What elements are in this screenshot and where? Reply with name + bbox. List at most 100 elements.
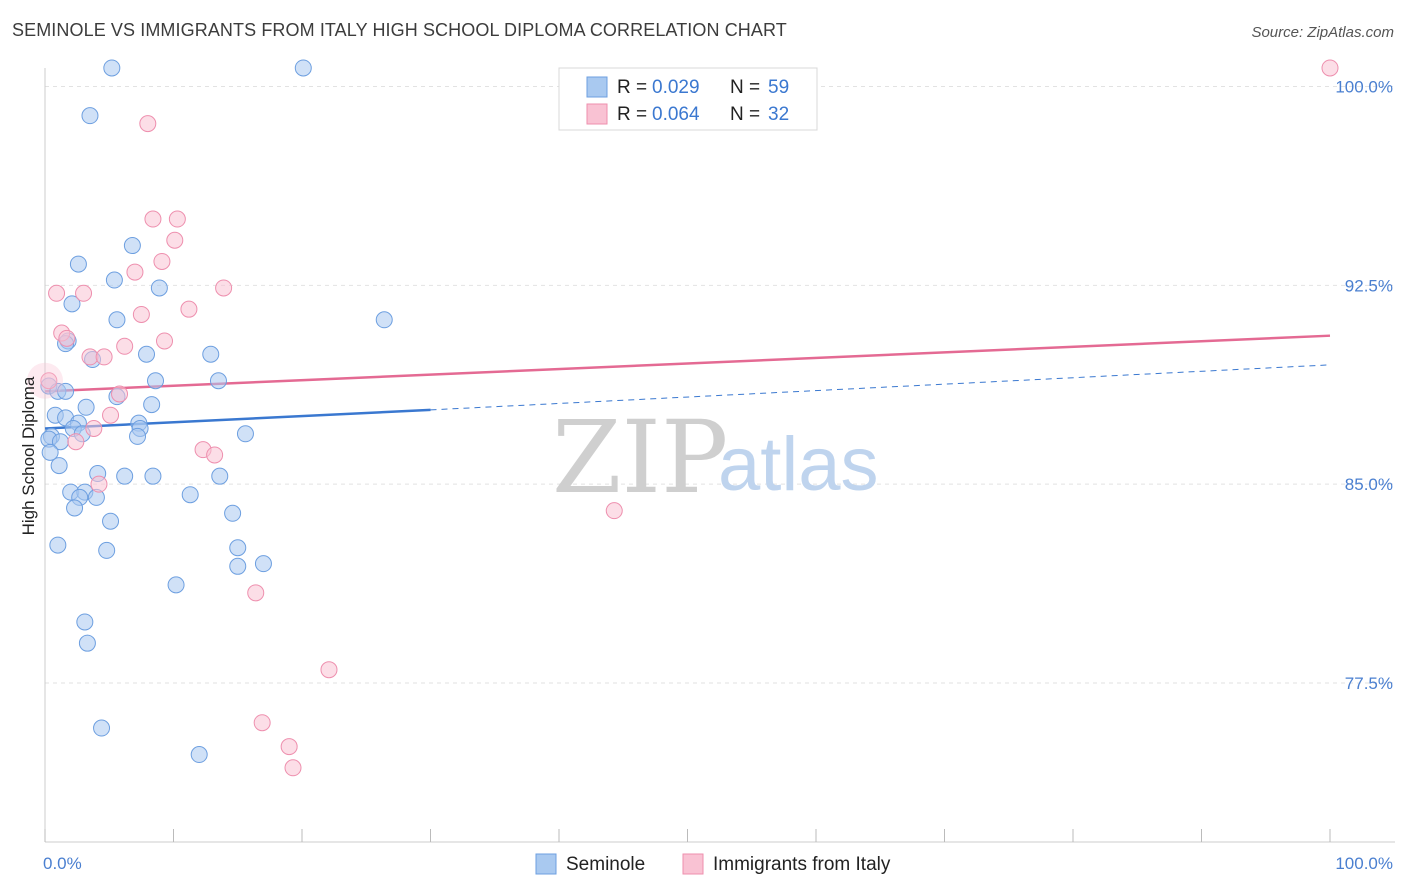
data-point: [63, 295, 81, 313]
data-point: [103, 59, 121, 77]
data-point: [76, 613, 94, 631]
data-point: [375, 311, 393, 329]
data-point: [224, 504, 242, 522]
data-point: [153, 252, 171, 270]
data-point: [75, 284, 93, 302]
legend-swatch-italy: [682, 853, 704, 875]
data-point: [67, 433, 85, 451]
data-point: [144, 210, 162, 228]
trend-lines: [44, 334, 1331, 430]
legend-top: R = 0.029 N = 59 R = 0.064 N = 32: [558, 67, 818, 131]
data-point: [102, 406, 120, 424]
x-tick-label: 0.0%: [43, 854, 82, 873]
data-point: [215, 279, 233, 297]
data-points: [27, 59, 1339, 777]
data-point: [98, 541, 116, 559]
data-point: [57, 382, 75, 400]
data-point: [605, 502, 623, 520]
data-point: [41, 443, 59, 461]
y-tick-label: 85.0%: [1345, 475, 1393, 494]
legend-label-italy: Immigrants from Italy: [713, 854, 891, 875]
data-point: [229, 539, 247, 557]
watermark: ZIP atlas: [552, 399, 879, 516]
data-point: [78, 634, 96, 652]
data-point: [156, 332, 174, 350]
data-point: [111, 385, 129, 403]
trend-line-italy: [44, 334, 1331, 393]
data-point: [206, 446, 224, 464]
legend-r-label: R =: [617, 104, 647, 125]
data-point: [93, 719, 111, 737]
data-point: [139, 115, 157, 133]
data-point: [181, 486, 199, 504]
legend-n-value: 32: [768, 104, 789, 125]
data-point: [236, 425, 254, 443]
data-point: [229, 557, 247, 575]
series-seminole: [40, 59, 393, 764]
data-point: [95, 348, 113, 366]
legend-n-value: 59: [768, 77, 789, 98]
tick-labels: 77.5% 85.0% 92.5% 100.0% 0.0% 100.0%: [43, 78, 1393, 873]
trend-line-extension: [430, 364, 1331, 411]
series-italy: [40, 59, 1339, 777]
data-point: [90, 475, 108, 493]
data-point: [143, 396, 161, 414]
data-point: [69, 255, 87, 273]
chart-title: SEMINOLE VS IMMIGRANTS FROM ITALY HIGH S…: [12, 20, 787, 40]
data-point: [247, 584, 265, 602]
y-tick-label: 77.5%: [1345, 674, 1393, 693]
data-point: [123, 237, 141, 255]
data-point: [116, 337, 134, 355]
legend-item-seminole: R = 0.029 N = 59: [586, 76, 789, 98]
legend-r-label: R =: [617, 77, 647, 98]
source-label: Source: ZipAtlas.com: [1251, 24, 1394, 41]
legend-n-label: N =: [730, 77, 760, 98]
data-point: [166, 231, 184, 249]
data-point: [116, 467, 134, 485]
legend-item-italy: R = 0.064 N = 32: [586, 103, 789, 125]
data-point: [254, 555, 272, 573]
legend-bottom: Seminole Immigrants from Italy: [535, 853, 891, 875]
legend-n-label: N =: [730, 104, 760, 125]
data-point: [77, 398, 95, 416]
data-point: [180, 300, 198, 318]
legend-label-seminole: Seminole: [566, 854, 645, 875]
data-point: [147, 372, 165, 390]
data-point: [190, 746, 208, 764]
y-tick-label: 100.0%: [1335, 78, 1393, 97]
data-point: [168, 210, 186, 228]
data-point: [48, 284, 66, 302]
data-point: [58, 329, 76, 347]
trend-line-seminole: [44, 408, 431, 430]
data-point: [132, 305, 150, 323]
legend-r-value: 0.064: [652, 104, 700, 125]
data-point: [126, 263, 144, 281]
watermark-zip: ZIP: [552, 399, 728, 516]
legend-swatch-italy: [586, 103, 608, 125]
legend-swatch-seminole: [586, 76, 608, 98]
data-point: [81, 348, 99, 366]
data-point: [49, 536, 67, 554]
data-point: [211, 467, 229, 485]
data-point: [66, 499, 84, 517]
data-point: [144, 467, 162, 485]
data-point: [129, 427, 147, 445]
data-point: [167, 576, 185, 594]
x-tick-label: 100.0%: [1335, 854, 1393, 873]
data-point: [1321, 59, 1339, 77]
watermark-atlas: atlas: [718, 422, 879, 507]
data-point: [320, 661, 338, 679]
data-point: [294, 59, 312, 77]
data-point: [108, 311, 126, 329]
data-point: [81, 107, 99, 125]
data-point: [284, 759, 302, 777]
data-point: [253, 714, 271, 732]
data-point: [40, 372, 58, 390]
data-point: [202, 345, 220, 363]
data-point: [102, 512, 120, 530]
data-point: [209, 372, 227, 390]
data-point-large: [27, 362, 63, 399]
legend-r-value: 0.029: [652, 77, 700, 98]
y-tick-label: 92.5%: [1345, 276, 1393, 295]
